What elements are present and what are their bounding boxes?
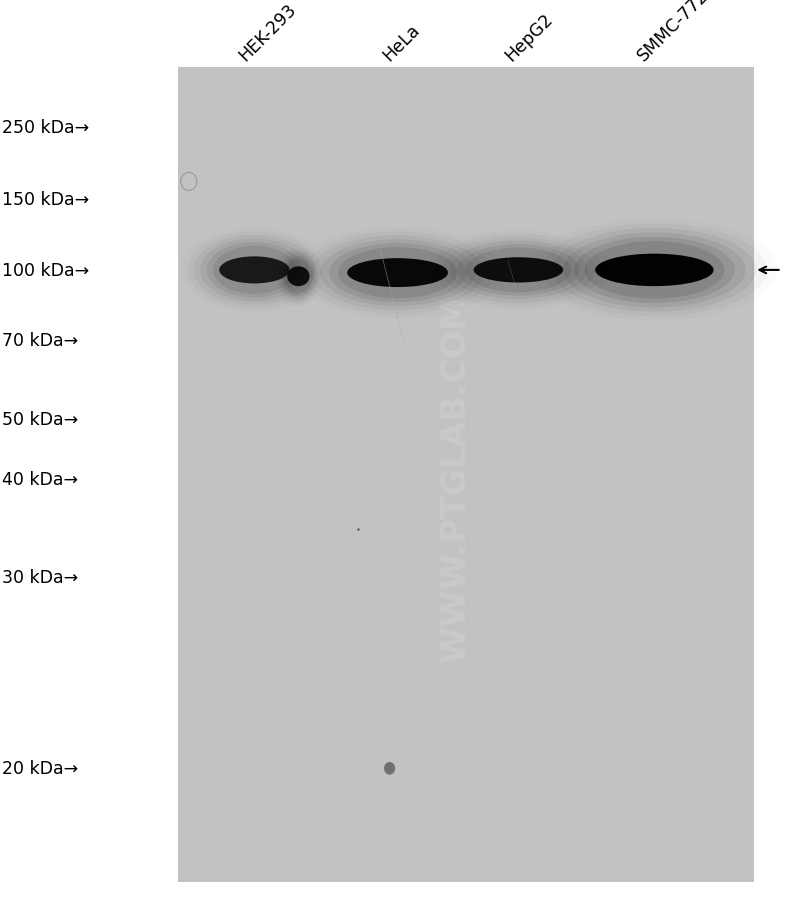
Ellipse shape: [338, 248, 457, 299]
Ellipse shape: [450, 242, 587, 299]
Circle shape: [384, 762, 395, 775]
Ellipse shape: [281, 254, 316, 299]
Ellipse shape: [474, 258, 563, 283]
Ellipse shape: [219, 257, 290, 284]
Text: 150 kDa→: 150 kDa→: [2, 191, 90, 209]
Text: 20 kDa→: 20 kDa→: [2, 759, 78, 778]
Text: 40 kDa→: 40 kDa→: [2, 471, 78, 489]
Text: WWW.PTGLAB.COM: WWW.PTGLAB.COM: [439, 295, 473, 661]
Ellipse shape: [285, 260, 312, 294]
Text: 100 kDa→: 100 kDa→: [2, 262, 90, 280]
Text: HEK-293: HEK-293: [235, 1, 300, 65]
Ellipse shape: [200, 239, 309, 302]
Ellipse shape: [563, 233, 746, 308]
Ellipse shape: [466, 248, 571, 293]
Ellipse shape: [347, 259, 448, 288]
Ellipse shape: [320, 240, 475, 307]
Ellipse shape: [595, 254, 714, 287]
Ellipse shape: [574, 237, 735, 304]
Text: 70 kDa→: 70 kDa→: [2, 332, 78, 350]
Bar: [178, 68, 754, 882]
Text: HeLa: HeLa: [379, 21, 423, 65]
Text: SMMC-7721: SMMC-7721: [634, 0, 720, 65]
Text: 50 kDa→: 50 kDa→: [2, 410, 78, 428]
Ellipse shape: [329, 244, 466, 303]
Text: 250 kDa→: 250 kDa→: [2, 119, 90, 137]
Ellipse shape: [585, 242, 724, 299]
Text: 30 kDa→: 30 kDa→: [2, 568, 78, 586]
Ellipse shape: [458, 244, 579, 297]
Ellipse shape: [213, 246, 296, 295]
Text: HepG2: HepG2: [502, 10, 557, 65]
Ellipse shape: [287, 267, 310, 287]
Ellipse shape: [206, 243, 302, 299]
Ellipse shape: [283, 257, 314, 297]
